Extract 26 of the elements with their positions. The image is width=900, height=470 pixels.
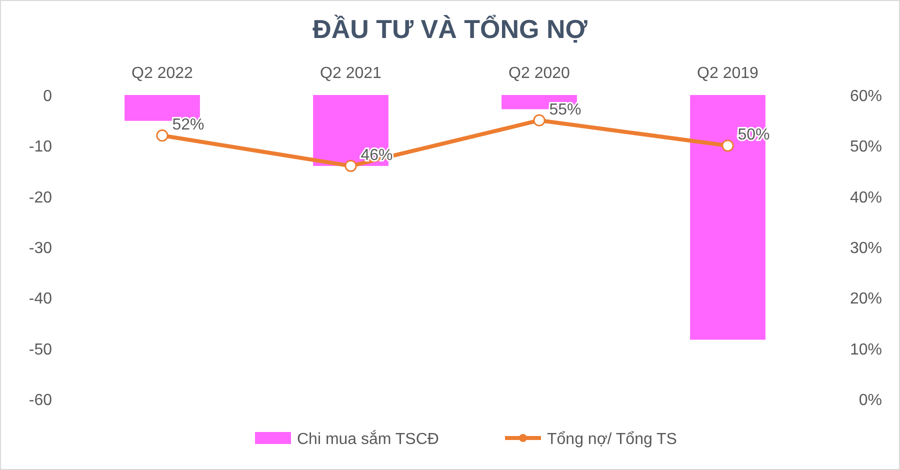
legend-label: Chi mua sắm TSCĐ: [297, 430, 439, 448]
y-tick-label: -60: [28, 392, 52, 409]
y-tick-label: -50: [28, 341, 52, 358]
x-tick-label: Q2 2021: [320, 65, 382, 82]
y2-tick-label: 0%: [858, 392, 882, 409]
point: [533, 114, 546, 126]
y-tick-label: -40: [28, 290, 52, 308]
y-tick-label: -10: [28, 138, 52, 156]
y-tick-label: 0: [43, 88, 52, 105]
y2-tick-label: 10%: [850, 341, 882, 358]
y-tick-label: -20: [28, 189, 52, 206]
point: [156, 129, 168, 142]
x-tick-label: Q2 2019: [697, 65, 759, 82]
chart-title: ĐẦU TƯ VÀ TỔNG NỢ: [312, 14, 588, 44]
x-tick-label: Q2 2020: [508, 65, 570, 82]
legend-label: Tổng nợ/ Tổng TS: [547, 431, 677, 448]
y2-tick-label: 60%: [850, 88, 882, 105]
point: [722, 140, 734, 152]
y2-tick-label: 40%: [850, 189, 882, 206]
x-tick-label: Q2 2022: [132, 65, 194, 82]
data-label: 52%: [172, 116, 204, 134]
y2-tick-label: 30%: [850, 240, 882, 257]
y-tick-label: -30: [28, 240, 52, 257]
y2-tick-label: 20%: [850, 290, 882, 308]
point: [344, 160, 357, 172]
y2-tick-label: 50%: [850, 138, 882, 156]
